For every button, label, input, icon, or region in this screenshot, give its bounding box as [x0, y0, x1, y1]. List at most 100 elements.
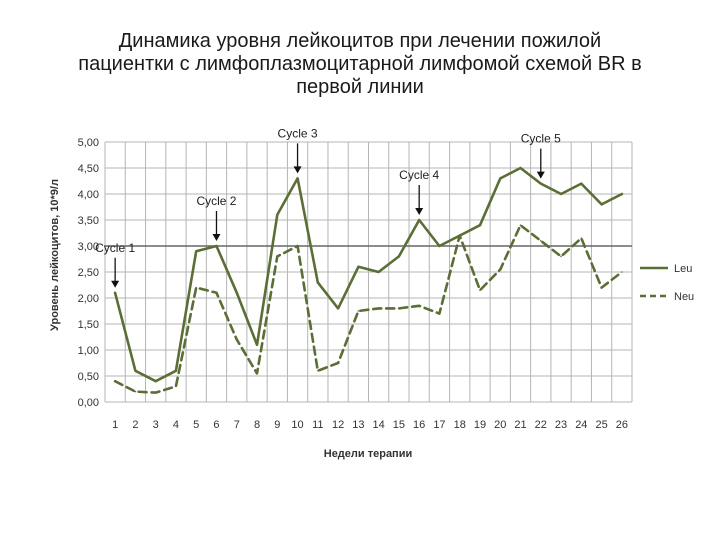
- y-tick-label: 4,00: [78, 189, 99, 201]
- data-point-leu: [134, 370, 137, 372]
- data-point-neu: [296, 245, 299, 247]
- x-tick-label: 4: [173, 419, 179, 431]
- x-tick-label: 9: [274, 419, 280, 431]
- y-tick-label: 3,50: [78, 215, 99, 227]
- data-point-neu: [337, 362, 339, 364]
- x-tick-label: 17: [433, 419, 445, 431]
- cycle-annotation-label: Cycle 5: [521, 132, 561, 146]
- x-tick-label: 26: [616, 419, 628, 431]
- x-tick-label: 10: [291, 419, 303, 431]
- series-line-neu: [113, 223, 624, 394]
- data-point-neu: [154, 391, 157, 394]
- x-tick-label: 21: [514, 419, 526, 431]
- data-point-neu: [458, 234, 461, 237]
- data-point-neu: [560, 255, 562, 258]
- data-point-neu: [580, 237, 583, 239]
- legend-label-neu: Neu: [674, 291, 694, 303]
- data-point-leu: [580, 182, 583, 185]
- x-tick-label: 18: [454, 419, 466, 431]
- cycle-annotation-arrowhead: [536, 171, 545, 179]
- x-tick-label: 3: [153, 419, 159, 431]
- data-point-neu: [418, 305, 420, 307]
- y-tick-label: 2,50: [78, 267, 99, 279]
- data-point-leu: [256, 344, 258, 346]
- cycle-annotation-label: Cycle 4: [399, 168, 439, 182]
- chart-title-line-1: Динамика уровня лейкоцитов при лечении п…: [118, 30, 602, 52]
- y-tick-label: 4,50: [78, 163, 99, 175]
- data-point-neu: [377, 307, 380, 310]
- x-tick-label: 23: [555, 419, 567, 431]
- chart-title-line-2: пациентки с лимфоплазмоцитарной лимфомой…: [78, 53, 642, 75]
- cycle-annotation-label: Cycle 2: [196, 194, 236, 208]
- x-tick-label: 6: [213, 419, 219, 431]
- y-tick-label: 2,00: [78, 293, 99, 305]
- x-tick-label: 2: [132, 419, 138, 431]
- cycle-annotation-arrowhead: [293, 166, 302, 174]
- data-point-neu: [357, 310, 360, 312]
- y-tick-label: 0,50: [78, 371, 99, 383]
- series-line-leu: [113, 166, 624, 383]
- cycle-annotation-label: Cycle 3: [278, 126, 318, 140]
- data-point-neu: [621, 271, 623, 273]
- data-point-leu: [357, 266, 360, 268]
- y-tick-label: 0,00: [78, 397, 99, 409]
- chart-title: Динамика уровня лейкоцитов при лечении п…: [20, 30, 700, 99]
- data-point-neu: [114, 380, 116, 383]
- x-tick-label: 16: [413, 419, 425, 431]
- data-point-leu: [621, 193, 623, 195]
- data-point-leu: [114, 292, 116, 294]
- data-point-neu: [276, 255, 279, 258]
- x-tick-label: 11: [312, 419, 323, 431]
- x-tick-label: 13: [352, 419, 364, 431]
- data-point-leu: [418, 219, 420, 221]
- data-point-neu: [398, 307, 400, 310]
- data-point-neu: [519, 224, 522, 226]
- x-tick-label: 5: [193, 419, 199, 431]
- cycle-annotation-arrowhead: [212, 234, 221, 241]
- cycle-annotations: Cycle 1 Cycle 2 Cycle 3 Cycle 4 Cycle 5: [95, 126, 561, 288]
- y-axis-label: Уровень лейкоцитов, 10*9/л: [49, 179, 61, 331]
- x-tick-label: 12: [332, 419, 344, 431]
- data-point-neu: [317, 370, 319, 372]
- y-tick-label: 3,00: [78, 241, 99, 253]
- data-point-leu: [377, 271, 380, 273]
- data-point-neu: [539, 240, 542, 242]
- data-point-neu: [195, 286, 198, 289]
- data-point-neu: [600, 286, 603, 289]
- data-point-leu: [235, 292, 238, 294]
- data-point-leu: [539, 182, 542, 185]
- data-point-leu: [600, 203, 603, 206]
- legend: Leu Neu: [640, 263, 694, 303]
- data-point-leu: [337, 307, 339, 310]
- data-point-leu: [317, 281, 319, 284]
- cycle-annotation-label: Cycle 1: [95, 241, 135, 255]
- legend-label-leu: Leu: [674, 263, 692, 275]
- data-point-leu: [296, 177, 299, 180]
- y-tick-label: 5,00: [78, 137, 99, 149]
- data-point-leu: [560, 193, 562, 195]
- x-tick-label: 15: [393, 419, 405, 431]
- data-point-leu: [519, 167, 522, 169]
- x-tick-label: 19: [474, 419, 486, 431]
- data-point-leu: [398, 255, 400, 258]
- x-tick-label: 14: [373, 419, 385, 431]
- x-axis-label: Недели терапии: [324, 448, 412, 460]
- y-tick-label: 1,50: [78, 319, 99, 331]
- grid: [104, 141, 633, 403]
- data-point-leu: [438, 245, 441, 247]
- data-point-leu: [215, 245, 218, 247]
- data-point-neu: [256, 372, 258, 375]
- data-point-neu: [134, 390, 137, 393]
- x-tick-label: 25: [595, 419, 607, 431]
- data-point-neu: [235, 338, 238, 341]
- data-point-neu: [215, 292, 218, 294]
- data-point-leu: [499, 177, 502, 180]
- x-tick-label: 1: [112, 419, 118, 431]
- x-tick-label: 22: [535, 419, 547, 431]
- axes: 0,00 0,50 1,00 1,50 2,00 2,50 3,00 3,50 4,00 4,50…: [78, 137, 628, 431]
- y-tick-label: 1,00: [78, 345, 99, 357]
- chart-title-line-3: первой линии: [296, 76, 424, 98]
- x-tick-label: 7: [234, 419, 240, 431]
- series: [113, 166, 624, 394]
